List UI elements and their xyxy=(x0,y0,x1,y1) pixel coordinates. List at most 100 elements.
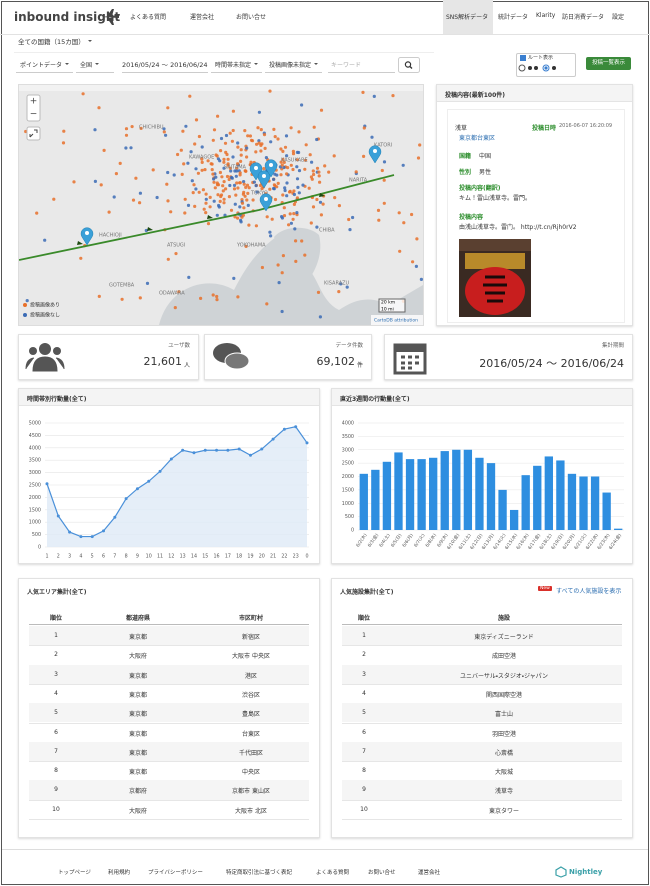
line-point xyxy=(56,514,60,518)
search-button[interactable] xyxy=(398,57,420,73)
post-dot xyxy=(183,211,187,215)
post-dot xyxy=(187,275,191,279)
post-address[interactable]: 東京都台東区 xyxy=(459,135,496,142)
nav-link[interactable]: Klarity xyxy=(536,12,556,19)
post-dot xyxy=(272,186,276,191)
zoom-control[interactable] xyxy=(26,94,41,122)
region-select[interactable]: 全国 xyxy=(76,59,114,73)
keyword-input[interactable]: キーワード xyxy=(328,59,395,73)
nav-link[interactable]: 統計データ xyxy=(498,14,529,21)
map-pin-dot xyxy=(264,197,268,201)
post-card xyxy=(447,109,625,323)
post-dot xyxy=(43,238,47,242)
post-dot xyxy=(230,176,234,180)
data-type-select[interactable]: ポイントデータ xyxy=(16,59,74,73)
icon xyxy=(39,343,51,355)
post-field-label: 性別 xyxy=(459,169,472,176)
post-dot xyxy=(309,175,313,179)
nav-link[interactable]: 設定 xyxy=(612,14,625,21)
y-tick-label: 1500 xyxy=(29,507,41,513)
post-dot xyxy=(321,202,325,206)
footer-link[interactable]: よくある質問 xyxy=(316,870,350,876)
post-dot xyxy=(380,168,384,173)
post-field-value: キム！雷山浅草寺。雷門。 xyxy=(459,195,532,202)
nav-link[interactable]: お問い合せ xyxy=(236,14,267,21)
post-dot xyxy=(188,94,192,98)
table-cell: 4 xyxy=(362,689,366,697)
table-title: 人気施設集計(全て) xyxy=(340,589,394,596)
x-tick-label: 5 xyxy=(91,554,94,560)
fullscreen-button[interactable] xyxy=(26,126,41,141)
post-dot xyxy=(259,149,263,153)
post-dot xyxy=(272,183,276,187)
table-cell: 大阪市 中央区 xyxy=(232,653,270,661)
attribution[interactable]: CartoDB attribution xyxy=(374,318,418,324)
post-image[interactable] xyxy=(459,239,531,317)
post-dot xyxy=(240,201,245,205)
post-dot xyxy=(317,174,321,178)
post-dot xyxy=(319,108,324,112)
post-dot xyxy=(204,197,208,201)
all-facilities-link[interactable]: すべての人気施設を表示 xyxy=(556,588,622,595)
post-dot xyxy=(241,192,245,196)
map-pin xyxy=(257,170,271,189)
post-dot xyxy=(254,150,258,154)
footer-link[interactable]: プライバシーポリシー xyxy=(148,870,203,876)
post-dot xyxy=(25,299,29,303)
post-dot xyxy=(315,166,320,170)
nav-link[interactable]: 運営会社 xyxy=(190,14,215,21)
footer-link[interactable]: お問い合せ xyxy=(368,870,396,876)
post-dot xyxy=(164,133,168,137)
y-tick-label: 5000 xyxy=(29,421,41,427)
table-rule xyxy=(29,799,309,801)
time-select[interactable]: 時間帯未指定 xyxy=(211,59,263,73)
zoom-in[interactable]: + xyxy=(30,97,38,107)
post-dot xyxy=(276,181,280,185)
list-button[interactable]: 投稿一覧表示 xyxy=(586,57,631,70)
country-select[interactable]: 全ての国籍（15カ国） xyxy=(14,36,96,49)
bar xyxy=(394,452,403,530)
line-point xyxy=(215,448,219,452)
map-label: ODAWARA xyxy=(159,291,185,297)
post-dot xyxy=(410,212,414,217)
post-dot xyxy=(254,184,258,188)
post-dot xyxy=(244,244,248,248)
table-cell: 心斎橋 xyxy=(494,749,513,757)
route-checkbox[interactable] xyxy=(520,55,526,61)
scale-km: 20 km xyxy=(381,300,395,306)
image-select[interactable]: 投稿画像未指定 xyxy=(265,59,323,73)
post-dot xyxy=(279,147,283,151)
route-options[interactable] xyxy=(518,63,573,73)
legend-swatch xyxy=(23,313,27,317)
post-dot xyxy=(242,206,246,210)
footer-link[interactable]: トップページ xyxy=(58,870,91,876)
nav-link[interactable]: 訪日消費データ xyxy=(562,14,605,21)
nav-link[interactable]: SNS解析データ xyxy=(446,14,489,21)
post-dot xyxy=(333,196,337,200)
post-dot xyxy=(301,183,305,187)
logo[interactable]: inbound insight xyxy=(14,10,121,24)
post-dot xyxy=(280,215,284,219)
bar xyxy=(440,451,449,530)
post-dot xyxy=(204,201,208,205)
zoom-out[interactable]: − xyxy=(30,110,38,120)
table-rule xyxy=(342,645,622,647)
map-canvas[interactable]: CHICHIBU KAWAGOE SAITAMA KASUKABE NARITA KATO… xyxy=(19,85,423,325)
stat-unit: 件 xyxy=(356,362,363,369)
bar xyxy=(614,528,623,530)
post-dot xyxy=(254,224,258,228)
post-dot xyxy=(239,153,243,157)
footer-link[interactable]: 運営会社 xyxy=(418,870,441,876)
footer-link[interactable]: 利用規約 xyxy=(108,870,131,876)
map[interactable]: CHICHIBU KAWAGOE SAITAMA KASUKABE NARITA KATO… xyxy=(18,84,424,326)
post-dot xyxy=(282,160,286,164)
footer-logo[interactable]: Nightley xyxy=(569,868,603,876)
post-dot xyxy=(196,171,200,175)
footer-link[interactable]: 特定商取引法に基づく表記 xyxy=(226,870,293,876)
nav-link[interactable]: よくある質問 xyxy=(130,14,167,21)
post-dot xyxy=(214,175,218,179)
period-input[interactable]: 2016/05/24 ～ 2016/06/24 xyxy=(122,59,208,73)
map-pin-dot xyxy=(269,163,273,167)
post-dot xyxy=(211,172,215,176)
post-dot xyxy=(276,137,280,141)
